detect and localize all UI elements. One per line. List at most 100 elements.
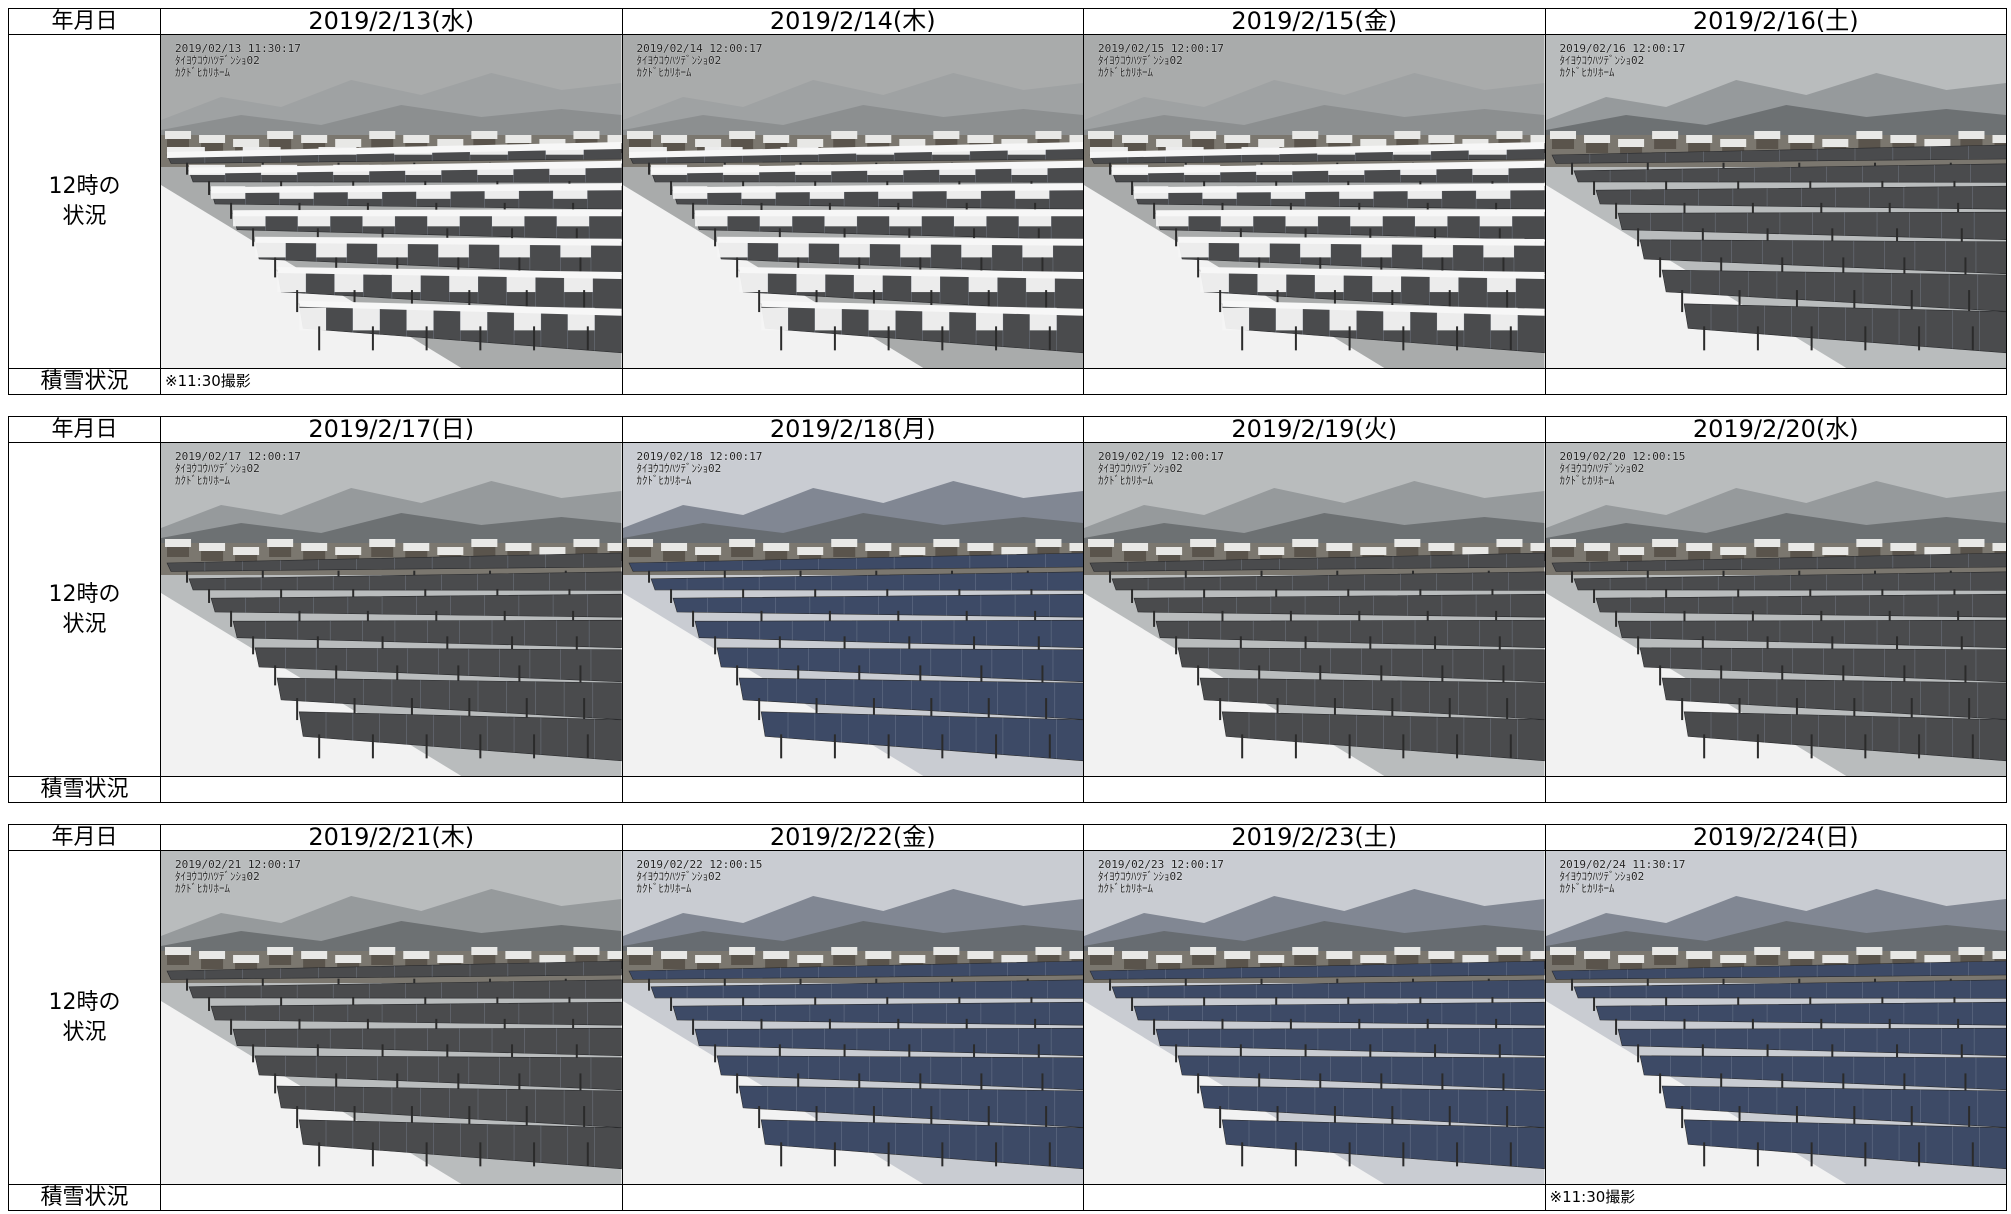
camera-photo: 2019/02/13 11:30:17 ﾀｲﾖｳｺｳﾊﾂﾃﾞﾝｼｮ02 ｶｸﾄﾞ… bbox=[161, 35, 622, 368]
snow-status-label: 積雪状況 bbox=[8, 776, 161, 803]
photo-cell: 2019/02/19 12:00:17 ﾀｲﾖｳｺｳﾊﾂﾃﾞﾝｼｮ02 ｶｸﾄﾞ… bbox=[1083, 442, 1546, 777]
noon-status-line1: 12時の bbox=[48, 989, 121, 1015]
snow-note bbox=[160, 1184, 623, 1211]
camera-photo: 2019/02/21 12:00:17 ﾀｲﾖｳｺｳﾊﾂﾃﾞﾝｼｮ02 ｶｸﾄﾞ… bbox=[161, 851, 622, 1184]
week-block-2: 年月日 2019/2/17(日) 2019/2/18(月) 2019/2/19(… bbox=[8, 416, 2007, 806]
camera-timestamp: 2019/02/13 11:30:17 ﾀｲﾖｳｺｳﾊﾂﾃﾞﾝｼｮ02 ｶｸﾄﾞ… bbox=[175, 42, 301, 79]
noon-status-line2: 状況 bbox=[62, 611, 107, 637]
snow-note bbox=[1083, 368, 1546, 395]
photo-svg bbox=[1545, 35, 2006, 368]
snow-report-table: 年月日 2019/2/21(木) 2019/2/22(金) 2019/2/23(… bbox=[8, 824, 2007, 1211]
snow-note bbox=[621, 776, 1084, 803]
camera-timestamp: 2019/02/16 12:00:17 ﾀｲﾖｳｺｳﾊﾂﾃﾞﾝｼｮ02 ｶｸﾄﾞ… bbox=[1559, 42, 1686, 79]
snow-status-label: 積雪状況 bbox=[8, 1184, 161, 1211]
photo-cell: 2019/02/13 11:30:17 ﾀｲﾖｳｺｳﾊﾂﾃﾞﾝｼｮ02 ｶｸﾄﾞ… bbox=[160, 34, 623, 369]
camera-photo: 2019/02/18 12:00:17 ﾀｲﾖｳｺｳﾊﾂﾃﾞﾝｼｮ02 ｶｸﾄﾞ… bbox=[622, 443, 1083, 776]
photo-cell: 2019/02/22 12:00:15 ﾀｲﾖｳｺｳﾊﾂﾃﾞﾝｼｮ02 ｶｸﾄﾞ… bbox=[621, 850, 1084, 1185]
snow-note bbox=[1083, 1184, 1546, 1211]
photo-cell: 2019/02/21 12:00:17 ﾀｲﾖｳｺｳﾊﾂﾃﾞﾝｼｮ02 ｶｸﾄﾞ… bbox=[160, 850, 623, 1185]
noon-status-label: 12時の 状況 bbox=[8, 34, 161, 369]
photo-svg bbox=[1545, 851, 2006, 1184]
date-cell: 2019/2/17(日) bbox=[160, 416, 623, 443]
date-cell: 2019/2/23(土) bbox=[1083, 824, 1546, 851]
camera-photo: 2019/02/22 12:00:15 ﾀｲﾖｳｺｳﾊﾂﾃﾞﾝｼｮ02 ｶｸﾄﾞ… bbox=[622, 851, 1083, 1184]
date-cell: 2019/2/13(水) bbox=[160, 8, 623, 35]
photo-svg bbox=[161, 851, 622, 1184]
camera-timestamp: 2019/02/22 12:00:15 ﾀｲﾖｳｺｳﾊﾂﾃﾞﾝｼｮ02 ｶｸﾄﾞ… bbox=[636, 858, 763, 895]
photo-svg bbox=[1084, 851, 1545, 1184]
noon-status-line2: 状況 bbox=[62, 203, 107, 229]
snow-note: ※11:30撮影 bbox=[160, 368, 623, 395]
camera-photo: 2019/02/14 12:00:17 ﾀｲﾖｳｺｳﾊﾂﾃﾞﾝｼｮ02 ｶｸﾄﾞ… bbox=[622, 35, 1083, 368]
photo-svg bbox=[622, 35, 1083, 368]
snow-note bbox=[621, 1184, 1084, 1211]
snow-status-row: 積雪状況 ※11:30撮影 bbox=[8, 368, 2007, 395]
photo-cell: 2019/02/16 12:00:17 ﾀｲﾖｳｺｳﾊﾂﾃﾞﾝｼｮ02 ｶｸﾄﾞ… bbox=[1544, 34, 2007, 369]
camera-timestamp: 2019/02/20 12:00:15 ﾀｲﾖｳｺｳﾊﾂﾃﾞﾝｼｮ02 ｶｸﾄﾞ… bbox=[1559, 450, 1686, 487]
camera-photo: 2019/02/15 12:00:17 ﾀｲﾖｳｺｳﾊﾂﾃﾞﾝｼｮ02 ｶｸﾄﾞ… bbox=[1084, 35, 1545, 368]
photo-cell: 2019/02/18 12:00:17 ﾀｲﾖｳｺｳﾊﾂﾃﾞﾝｼｮ02 ｶｸﾄﾞ… bbox=[621, 442, 1084, 777]
camera-photo: 2019/02/24 11:30:17 ﾀｲﾖｳｺｳﾊﾂﾃﾞﾝｼｮ02 ｶｸﾄﾞ… bbox=[1545, 851, 2006, 1184]
noon-status-line1: 12時の bbox=[48, 581, 121, 607]
photo-svg bbox=[161, 443, 622, 776]
snow-report-table: 年月日 2019/2/17(日) 2019/2/18(月) 2019/2/19(… bbox=[8, 416, 2007, 803]
date-header-row: 年月日 2019/2/17(日) 2019/2/18(月) 2019/2/19(… bbox=[8, 416, 2007, 443]
week-block-1: 年月日 2019/2/13(水) 2019/2/14(木) 2019/2/15(… bbox=[8, 8, 2007, 398]
photo-cell: 2019/02/15 12:00:17 ﾀｲﾖｳｺｳﾊﾂﾃﾞﾝｼｮ02 ｶｸﾄﾞ… bbox=[1083, 34, 1546, 369]
camera-photo: 2019/02/20 12:00:15 ﾀｲﾖｳｺｳﾊﾂﾃﾞﾝｼｮ02 ｶｸﾄﾞ… bbox=[1545, 443, 2006, 776]
date-cell: 2019/2/16(土) bbox=[1544, 8, 2007, 35]
week-block-3: 年月日 2019/2/21(木) 2019/2/22(金) 2019/2/23(… bbox=[8, 824, 2007, 1214]
snow-note bbox=[1544, 368, 2007, 395]
date-cell: 2019/2/20(水) bbox=[1544, 416, 2007, 443]
snow-report-table: 年月日 2019/2/13(水) 2019/2/14(木) 2019/2/15(… bbox=[8, 8, 2007, 395]
date-cell: 2019/2/19(火) bbox=[1083, 416, 1546, 443]
snow-note bbox=[160, 776, 623, 803]
noon-status-label: 12時の 状況 bbox=[8, 442, 161, 777]
snow-note bbox=[1544, 776, 2007, 803]
photo-svg bbox=[1545, 443, 2006, 776]
photo-row: 12時の 状況 2019/02/13 11:30:17 ﾀｲﾖｳｺｳﾊﾂﾃﾞﾝｼ… bbox=[8, 34, 2007, 369]
camera-photo: 2019/02/16 12:00:17 ﾀｲﾖｳｺｳﾊﾂﾃﾞﾝｼｮ02 ｶｸﾄﾞ… bbox=[1545, 35, 2006, 368]
camera-photo: 2019/02/23 12:00:17 ﾀｲﾖｳｺｳﾊﾂﾃﾞﾝｼｮ02 ｶｸﾄﾞ… bbox=[1084, 851, 1545, 1184]
noon-status-line2: 状況 bbox=[62, 1019, 107, 1045]
photo-svg bbox=[622, 443, 1083, 776]
snow-status-row: 積雪状況 ※11:30撮影 bbox=[8, 1184, 2007, 1211]
snow-note bbox=[621, 368, 1084, 395]
camera-timestamp: 2019/02/15 12:00:17 ﾀｲﾖｳｺｳﾊﾂﾃﾞﾝｼｮ02 ｶｸﾄﾞ… bbox=[1098, 42, 1224, 79]
snow-status-label: 積雪状況 bbox=[8, 368, 161, 395]
camera-timestamp: 2019/02/23 12:00:17 ﾀｲﾖｳｺｳﾊﾂﾃﾞﾝｼｮ02 ｶｸﾄﾞ… bbox=[1098, 858, 1224, 895]
snow-note bbox=[1083, 776, 1546, 803]
photo-svg bbox=[161, 35, 622, 368]
snow-note: ※11:30撮影 bbox=[1544, 1184, 2007, 1211]
date-cell: 2019/2/18(月) bbox=[621, 416, 1084, 443]
photo-row: 12時の 状況 2019/02/21 12:00:17 ﾀｲﾖｳｺｳﾊﾂﾃﾞﾝｼ… bbox=[8, 850, 2007, 1185]
photo-cell: 2019/02/20 12:00:15 ﾀｲﾖｳｺｳﾊﾂﾃﾞﾝｼｮ02 ｶｸﾄﾞ… bbox=[1544, 442, 2007, 777]
camera-timestamp: 2019/02/21 12:00:17 ﾀｲﾖｳｺｳﾊﾂﾃﾞﾝｼｮ02 ｶｸﾄﾞ… bbox=[175, 858, 301, 895]
snow-status-row: 積雪状況 bbox=[8, 776, 2007, 803]
date-cell: 2019/2/15(金) bbox=[1083, 8, 1546, 35]
camera-timestamp: 2019/02/18 12:00:17 ﾀｲﾖｳｺｳﾊﾂﾃﾞﾝｼｮ02 ｶｸﾄﾞ… bbox=[636, 450, 763, 487]
photo-cell: 2019/02/23 12:00:17 ﾀｲﾖｳｺｳﾊﾂﾃﾞﾝｼｮ02 ｶｸﾄﾞ… bbox=[1083, 850, 1546, 1185]
date-cell: 2019/2/22(金) bbox=[621, 824, 1084, 851]
photo-row: 12時の 状況 2019/02/17 12:00:17 ﾀｲﾖｳｺｳﾊﾂﾃﾞﾝｼ… bbox=[8, 442, 2007, 777]
noon-status-label: 12時の 状況 bbox=[8, 850, 161, 1185]
date-cell: 2019/2/14(木) bbox=[621, 8, 1084, 35]
camera-timestamp: 2019/02/17 12:00:17 ﾀｲﾖｳｺｳﾊﾂﾃﾞﾝｼｮ02 ｶｸﾄﾞ… bbox=[175, 450, 301, 487]
noon-status-line1: 12時の bbox=[48, 173, 121, 199]
photo-svg bbox=[622, 851, 1083, 1184]
photo-cell: 2019/02/24 11:30:17 ﾀｲﾖｳｺｳﾊﾂﾃﾞﾝｼｮ02 ｶｸﾄﾞ… bbox=[1544, 850, 2007, 1185]
photo-svg bbox=[1084, 443, 1545, 776]
date-header-label: 年月日 bbox=[8, 8, 161, 35]
date-cell: 2019/2/24(日) bbox=[1544, 824, 2007, 851]
camera-photo: 2019/02/19 12:00:17 ﾀｲﾖｳｺｳﾊﾂﾃﾞﾝｼｮ02 ｶｸﾄﾞ… bbox=[1084, 443, 1545, 776]
camera-timestamp: 2019/02/19 12:00:17 ﾀｲﾖｳｺｳﾊﾂﾃﾞﾝｼｮ02 ｶｸﾄﾞ… bbox=[1098, 450, 1224, 487]
camera-photo: 2019/02/17 12:00:17 ﾀｲﾖｳｺｳﾊﾂﾃﾞﾝｼｮ02 ｶｸﾄﾞ… bbox=[161, 443, 622, 776]
camera-timestamp: 2019/02/14 12:00:17 ﾀｲﾖｳｺｳﾊﾂﾃﾞﾝｼｮ02 ｶｸﾄﾞ… bbox=[636, 42, 763, 79]
date-header-row: 年月日 2019/2/21(木) 2019/2/22(金) 2019/2/23(… bbox=[8, 824, 2007, 851]
date-header-label: 年月日 bbox=[8, 416, 161, 443]
date-header-label: 年月日 bbox=[8, 824, 161, 851]
camera-timestamp: 2019/02/24 11:30:17 ﾀｲﾖｳｺｳﾊﾂﾃﾞﾝｼｮ02 ｶｸﾄﾞ… bbox=[1559, 858, 1686, 895]
date-header-row: 年月日 2019/2/13(水) 2019/2/14(木) 2019/2/15(… bbox=[8, 8, 2007, 35]
photo-svg bbox=[1084, 35, 1545, 368]
date-cell: 2019/2/21(木) bbox=[160, 824, 623, 851]
